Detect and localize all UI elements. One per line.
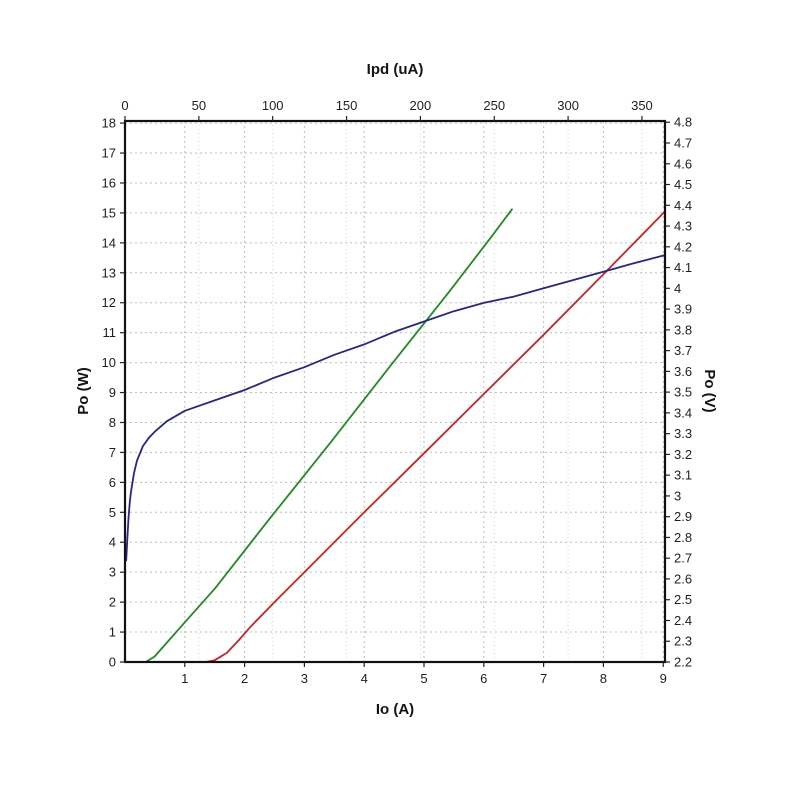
tick-label: 4.3 (674, 219, 692, 234)
tick-label: 12 (102, 295, 116, 310)
tick-label: 3.5 (674, 385, 692, 400)
tick-label: 15 (102, 205, 116, 220)
axis-tick-labels: 01234567891011121314151617182.22.32.42.5… (102, 98, 693, 686)
tick-label: 3 (674, 488, 681, 503)
tick-label: 9 (109, 385, 116, 400)
tick-label: 5 (109, 505, 116, 520)
tick-label: 100 (262, 98, 284, 113)
tick-label: 3.8 (674, 322, 692, 337)
tick-label: 4.7 (674, 136, 692, 151)
tick-label: 3.4 (674, 405, 692, 420)
tick-label: 4.1 (674, 260, 692, 275)
axis-ticks (120, 116, 670, 667)
tick-label: 250 (483, 98, 505, 113)
tick-label: 4 (674, 281, 681, 296)
tick-label: 4.5 (674, 177, 692, 192)
tick-label: 2.4 (674, 613, 692, 628)
tick-label: 2 (241, 671, 248, 686)
curve-forward-voltage-vs-drive-current (125, 254, 666, 562)
tick-label: 350 (631, 98, 653, 113)
tick-label: 3 (109, 565, 116, 580)
tick-label: 0 (121, 98, 128, 113)
tick-label: 8 (109, 415, 116, 430)
tick-label: 4.6 (674, 156, 692, 171)
tick-label: 4 (361, 671, 368, 686)
tick-label: 7 (109, 445, 116, 460)
tick-label: 3.9 (674, 302, 692, 317)
tick-label: 8 (600, 671, 607, 686)
tick-label: 0 (109, 655, 116, 670)
tick-label: 3.7 (674, 343, 692, 358)
tick-label: 4.8 (674, 115, 692, 130)
tick-label: 6 (480, 671, 487, 686)
tick-label: 2.8 (674, 530, 692, 545)
bottom-axis-title: Io (A) (376, 701, 414, 718)
tick-label: 3.6 (674, 364, 692, 379)
curve-optical-power-vs-drive-current (124, 210, 666, 663)
tick-label: 13 (102, 265, 116, 280)
tick-label: 16 (102, 175, 116, 190)
tick-label: 2.2 (674, 655, 692, 670)
tick-label: 14 (102, 235, 116, 250)
tick-label: 17 (102, 146, 116, 161)
tick-label: 2.9 (674, 509, 692, 524)
tick-label: 2.7 (674, 551, 692, 566)
tick-label: 300 (557, 98, 579, 113)
top-axis-title: Ipd (uA) (367, 61, 424, 78)
tick-label: 4 (109, 535, 116, 550)
tick-label: 6 (109, 475, 116, 490)
tick-label: 3.1 (674, 468, 692, 483)
tick-label: 1 (109, 625, 116, 640)
tick-label: 10 (102, 355, 116, 370)
tick-label: 200 (410, 98, 432, 113)
right-axis-title: Po (V) (701, 369, 718, 412)
plot-frame (123, 119, 667, 664)
tick-label: 2.6 (674, 571, 692, 586)
tick-label: 7 (540, 671, 547, 686)
tick-label: 3 (301, 671, 308, 686)
tick-label: 18 (102, 116, 116, 131)
tick-label: 11 (103, 325, 117, 340)
curve-optical-power-vs-photodiode-current (124, 208, 513, 663)
data-curves (124, 208, 666, 663)
tick-label: 3.3 (674, 426, 692, 441)
gridlines (125, 121, 665, 662)
left-axis-title: Po (W) (75, 367, 92, 414)
tick-label: 2.3 (674, 634, 692, 649)
tick-label: 2 (109, 595, 116, 610)
tick-label: 1 (181, 671, 188, 686)
tick-label: 5 (420, 671, 427, 686)
tick-label: 150 (336, 98, 358, 113)
tick-label: 4.4 (674, 198, 692, 213)
tick-label: 3.2 (674, 447, 692, 462)
tick-label: 4.2 (674, 239, 692, 254)
tick-label: 9 (660, 671, 667, 686)
tick-label: 50 (192, 98, 206, 113)
tick-label: 2.5 (674, 592, 692, 607)
